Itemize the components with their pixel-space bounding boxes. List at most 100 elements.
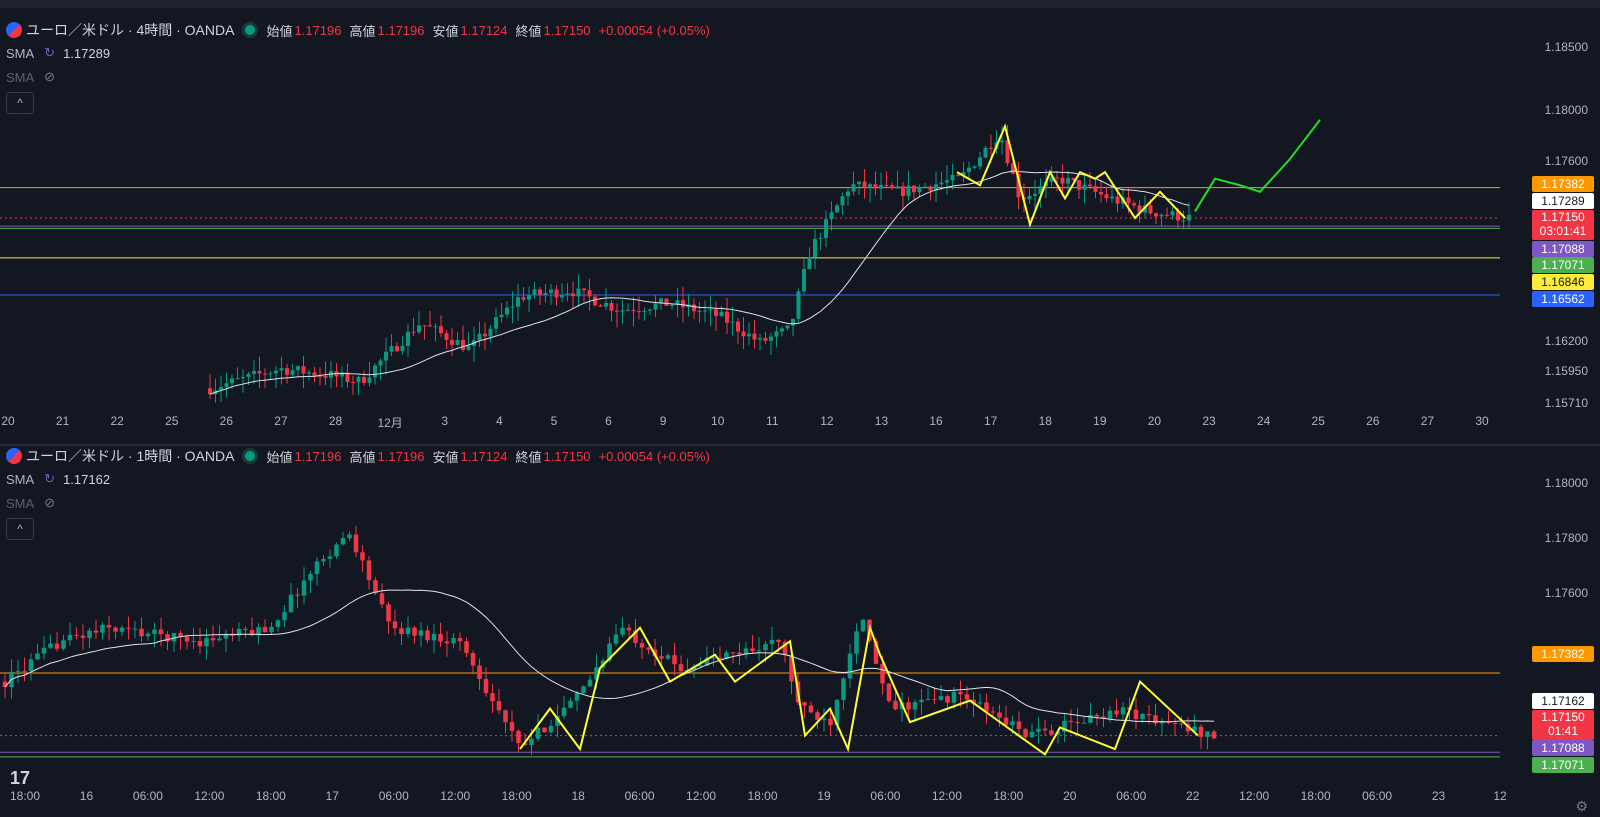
candle-body [275,620,281,627]
candle-body [505,307,509,315]
symbol-title[interactable]: ユーロ／米ドル · 4時間 · OANDA [26,22,235,38]
collapse-legend-button[interactable]: ^ [6,92,34,114]
collapse-legend-button[interactable]: ^ [6,518,34,540]
sma-name: SMA [6,45,35,61]
x-tick-label: 17 [325,789,339,803]
candle [314,557,320,586]
price-label-value: 1.17162 [1541,694,1585,708]
forecast-drawing [1194,119,1321,212]
x-tick-label: 12:00 [1239,789,1270,803]
candle-body [665,655,671,659]
candle-body [681,300,685,308]
candle-body [763,338,768,341]
candle-body [752,333,757,340]
pane-separator[interactable] [0,444,1600,446]
eye-hidden-icon[interactable]: ⊘ [44,69,56,84]
candle [249,617,255,637]
candle-body [841,678,846,700]
candle [847,644,853,688]
candle-body [549,289,553,294]
sma-indicator-2[interactable]: SMA ⊘ [6,69,55,85]
chart-canvas-1h[interactable] [0,446,1600,817]
candle-body [522,743,528,745]
candle [2,672,8,699]
candle-body [789,655,794,682]
candle-body [1198,726,1204,737]
candle-body [312,372,317,376]
candle-body [268,373,273,375]
sma-indicator-2[interactable]: SMA ⊘ [6,495,55,511]
candle [1110,184,1114,204]
candle-body [868,184,872,189]
symbol-title[interactable]: ユーロ／米ドル · 1時間 · OANDA [26,448,235,464]
countdown-timer: 01:41 [1547,724,1579,738]
candle [217,625,222,642]
candle-body [219,387,223,391]
x-tick-label: 22 [110,414,124,428]
candle [1133,698,1139,730]
candle [301,355,306,389]
price-label-value: 1.17382 [1541,177,1585,191]
candle [321,555,326,567]
price-label-value: 1.17150 [1541,210,1585,224]
candle-body [1205,731,1210,737]
candle-body [490,693,495,702]
chart-pane-4h[interactable]: ユーロ／米ドル · 4時間 · OANDA 始値 1.17196 高値 1.1719… [0,8,1600,444]
candle-body [470,653,476,666]
candle-body [932,698,937,700]
refresh-icon[interactable]: ↻ [44,45,56,60]
candle-body [659,298,663,304]
candle-body [1005,140,1010,164]
candle [412,625,417,644]
candle [919,688,924,715]
candle [1029,723,1035,739]
market-status-icon[interactable] [242,448,259,464]
candle-body [620,310,625,312]
eye-hidden-icon[interactable]: ⊘ [44,495,56,510]
candle [360,544,365,572]
candle [604,288,608,310]
candle [576,274,581,307]
candle-body [561,707,567,717]
candle [428,310,432,327]
candle [340,531,346,546]
candle-body [1115,196,1120,204]
candle [61,634,66,651]
candle [967,161,971,180]
candle [406,324,410,357]
x-tick-label: 23 [1431,789,1446,803]
chart-canvas-4h[interactable] [0,8,1600,444]
candle [620,617,625,637]
candle-body [1179,723,1184,725]
candle [405,616,411,638]
candle-body [1192,726,1197,732]
candle [433,323,438,342]
price-label-value: 1.16846 [1541,275,1585,289]
candle-body [262,627,268,633]
candle-body [119,627,125,632]
candle [884,171,889,189]
candle [990,706,996,717]
ohlc-change-value: +0.00054 (+0.05%) [598,448,710,464]
candle [730,652,736,664]
candle [466,331,471,351]
x-tick-label: 25 [1311,414,1325,428]
market-status-icon[interactable] [242,22,259,38]
ohlc-low-value: 1.17124 [460,22,508,38]
candle-body [282,612,287,621]
chart-pane-1h[interactable]: ユーロ／米ドル · 1時間 · OANDA 始値 1.17196 高値 1.1719… [0,446,1600,817]
candle [197,627,203,654]
y-tick-label: 1.18000 [1544,103,1588,117]
sma-indicator-1[interactable]: SMA ↻ 1.17289 [6,45,110,61]
x-tick-label: 20 [1063,789,1077,803]
candle [1075,708,1080,735]
x-tick-label: 06:00 [624,789,655,803]
candle [1179,716,1184,728]
y-tick-label: 1.16200 [1544,334,1588,348]
candle-body [708,309,713,311]
gear-icon[interactable]: ⚙ [1575,798,1588,814]
candle-body [703,310,707,312]
refresh-icon[interactable]: ↻ [44,471,56,486]
sma-indicator-1[interactable]: SMA ↻ 1.17162 [6,471,110,487]
ohlc-open-label: 始値 [266,23,293,39]
